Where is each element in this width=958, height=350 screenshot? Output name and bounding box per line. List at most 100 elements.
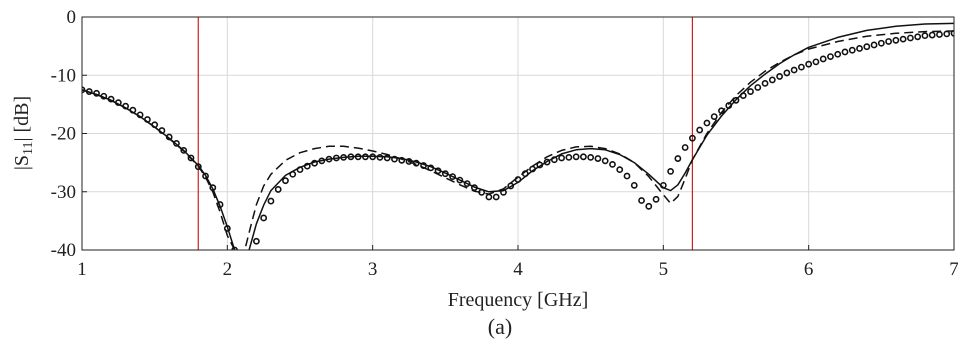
series-marker xyxy=(463,180,471,187)
series-marker xyxy=(209,184,217,192)
series-marker xyxy=(129,106,137,114)
series-marker xyxy=(107,95,115,103)
series-marker xyxy=(798,63,805,71)
series-marker xyxy=(914,33,922,41)
x-tick-label: 1 xyxy=(77,259,87,280)
series-marker xyxy=(369,153,377,161)
series-marker xyxy=(819,55,827,63)
series-marker xyxy=(812,58,820,66)
series-marker xyxy=(565,153,573,161)
series-marker xyxy=(587,153,595,161)
series-marker xyxy=(907,34,914,42)
series-marker xyxy=(114,99,122,107)
series-marker xyxy=(630,181,638,189)
series-marker xyxy=(500,188,507,196)
series-marker xyxy=(485,193,493,201)
series-marker xyxy=(427,164,435,172)
series-marker xyxy=(623,172,631,180)
series-marker xyxy=(572,153,580,161)
series-marker xyxy=(696,126,704,134)
y-axis-label-suffix: | [dB] xyxy=(11,96,33,142)
series-marker xyxy=(710,113,718,121)
series-marker xyxy=(449,173,456,181)
series-marker xyxy=(252,237,260,245)
series-marker xyxy=(354,153,362,161)
series-marker xyxy=(754,84,762,91)
series-marker xyxy=(470,184,478,192)
series-marker xyxy=(311,159,318,167)
series-marker xyxy=(165,133,173,141)
series-marker xyxy=(180,146,188,154)
series-marker xyxy=(420,162,427,169)
y-axis-label-subscript: 11 xyxy=(21,142,36,155)
series-marker xyxy=(492,193,500,201)
series-marker xyxy=(848,46,856,54)
series-marker xyxy=(282,177,289,185)
y-tick-label: -10 xyxy=(51,65,76,86)
series-marker xyxy=(885,38,892,45)
series-marker xyxy=(739,92,747,100)
series-marker xyxy=(652,195,660,203)
series-marker xyxy=(877,39,885,47)
series-marker xyxy=(768,76,776,84)
series-marker xyxy=(507,182,515,190)
y-tick-label: -20 xyxy=(51,124,76,145)
series-marker xyxy=(718,107,725,115)
series-marker xyxy=(223,225,231,232)
series-marker xyxy=(761,80,769,87)
series-marker xyxy=(892,36,900,44)
series-marker xyxy=(274,186,282,193)
series-marker xyxy=(841,48,849,56)
series-marker xyxy=(405,158,413,165)
x-tick-label: 5 xyxy=(659,259,669,280)
series-marker xyxy=(936,31,943,38)
series-marker xyxy=(638,197,645,204)
series-marker xyxy=(412,159,420,167)
series-marker xyxy=(100,92,108,100)
series-marker xyxy=(616,166,624,174)
series-marker xyxy=(143,116,151,123)
x-tick-labels: 1 2 3 4 5 6 7 xyxy=(77,245,958,280)
series-marker xyxy=(136,111,144,119)
series-marker xyxy=(594,155,602,162)
series-marker xyxy=(216,201,224,208)
series-marker xyxy=(202,172,209,180)
y-tick-label: 0 xyxy=(67,7,77,28)
series-marker xyxy=(361,153,369,161)
series-marker xyxy=(536,161,544,169)
y-axis-label: |S11| [dB] xyxy=(11,96,36,170)
x-axis-label: Frequency [GHz] xyxy=(448,289,589,311)
series-dashed-line xyxy=(82,30,954,250)
x-tick-label: 7 xyxy=(949,259,958,280)
series-marker xyxy=(296,166,304,174)
series-marker xyxy=(943,30,951,38)
series-marker xyxy=(834,50,842,58)
series-marker xyxy=(303,162,311,170)
series-marker xyxy=(725,102,733,109)
series-marker xyxy=(689,134,696,142)
series-marker xyxy=(434,167,442,175)
y-tick-label: -30 xyxy=(51,182,76,203)
series-marker xyxy=(456,176,464,184)
series-marker xyxy=(122,102,129,110)
series-marker xyxy=(659,181,667,189)
series-marker xyxy=(827,53,834,61)
y-tick-label: -40 xyxy=(51,240,76,261)
y-tick-labels: 0 -10 -20 -30 -40 xyxy=(51,7,87,261)
y-axis-label-prefix: |S xyxy=(11,155,33,170)
series-marker xyxy=(398,156,406,164)
series-marker xyxy=(783,69,791,77)
series-marker xyxy=(325,155,333,163)
series-marker xyxy=(921,32,929,40)
series-marker xyxy=(609,160,616,168)
series-marker xyxy=(674,155,682,162)
series-marker xyxy=(805,60,813,68)
series-marker xyxy=(950,29,954,37)
data-series xyxy=(82,22,954,250)
series-marker xyxy=(899,35,907,43)
series-marker xyxy=(543,158,551,166)
x-tick-label: 2 xyxy=(223,259,233,280)
series-marker xyxy=(514,176,522,183)
series-marker xyxy=(441,170,449,178)
